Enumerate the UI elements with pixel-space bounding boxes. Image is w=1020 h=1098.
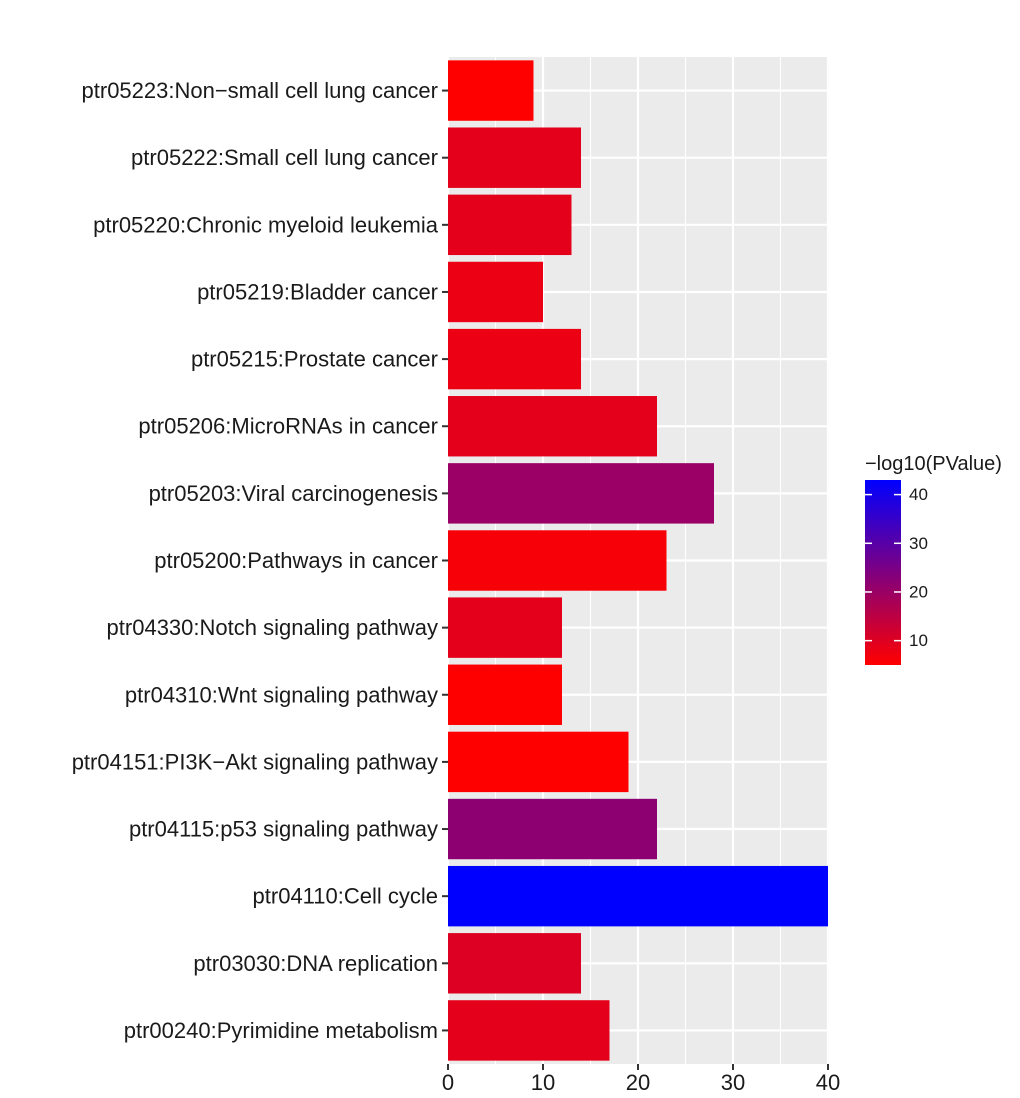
legend-ticks: 10 20 30 40 xyxy=(865,485,928,650)
y-tick-label: ptr04151:PI3K−Akt signaling pathway xyxy=(72,749,438,774)
y-tick-label: ptr05206:MicroRNAs in cancer xyxy=(138,414,438,439)
y-tick-label: ptr00240:Pyrimidine metabolism xyxy=(124,1018,438,1043)
y-tick-label: ptr04330:Notch signaling pathway xyxy=(107,615,438,640)
bar xyxy=(448,194,572,256)
y-tick-label: ptr05220:Chronic myeloid leukemia xyxy=(93,212,439,237)
bar xyxy=(448,60,534,121)
bar xyxy=(448,261,543,323)
legend-tick-label: 40 xyxy=(909,485,928,504)
bar xyxy=(448,463,714,524)
y-tick-label: ptr05215:Prostate cancer xyxy=(191,347,438,372)
bar xyxy=(448,731,629,793)
bar xyxy=(448,396,657,457)
x-tick-label: 10 xyxy=(531,1070,555,1095)
y-tick-label: ptr05203:Viral carcinogenesis xyxy=(149,481,438,506)
bar xyxy=(448,597,562,658)
y-tick-label: ptr04310:Wnt signaling pathway xyxy=(125,682,438,707)
legend-tick-label: 10 xyxy=(909,631,928,650)
bar xyxy=(448,530,667,591)
legend-tick-label: 30 xyxy=(909,534,928,553)
x-tick-label: 20 xyxy=(626,1070,650,1095)
bar xyxy=(448,328,581,390)
x-tick-label: 30 xyxy=(721,1070,745,1095)
bar xyxy=(448,127,581,188)
legend-colorbar xyxy=(865,480,901,665)
y-axis: ptr05223:Non−small cell lung cancer ptr05… xyxy=(72,78,448,1043)
y-tick-label: ptr04110:Cell cycle xyxy=(253,884,438,909)
x-tick-label: 0 xyxy=(442,1070,454,1095)
bar xyxy=(448,933,581,994)
y-tick-label: ptr05223:Non−small cell lung cancer xyxy=(82,78,438,103)
color-legend: −log10(PValue) 10 20 30 40 xyxy=(865,453,1002,665)
legend-tick-label: 20 xyxy=(909,582,928,601)
y-tick-label: ptr04115:p53 signaling pathway xyxy=(129,817,438,842)
y-tick-label: ptr05219:Bladder cancer xyxy=(197,279,438,304)
x-tick-label: 40 xyxy=(816,1070,840,1095)
legend-title: −log10(PValue) xyxy=(865,453,1002,475)
bar xyxy=(448,1000,610,1061)
bar xyxy=(448,798,657,860)
bar xyxy=(448,865,828,927)
x-axis: 0 10 20 30 40 xyxy=(442,1064,840,1095)
bars xyxy=(448,60,828,1061)
y-tick-label: ptr03030:DNA replication xyxy=(193,951,438,976)
bar xyxy=(448,664,562,725)
y-tick-label: ptr05222:Small cell lung cancer xyxy=(131,145,438,170)
y-tick-label: ptr05200:Pathways in cancer xyxy=(154,548,438,573)
